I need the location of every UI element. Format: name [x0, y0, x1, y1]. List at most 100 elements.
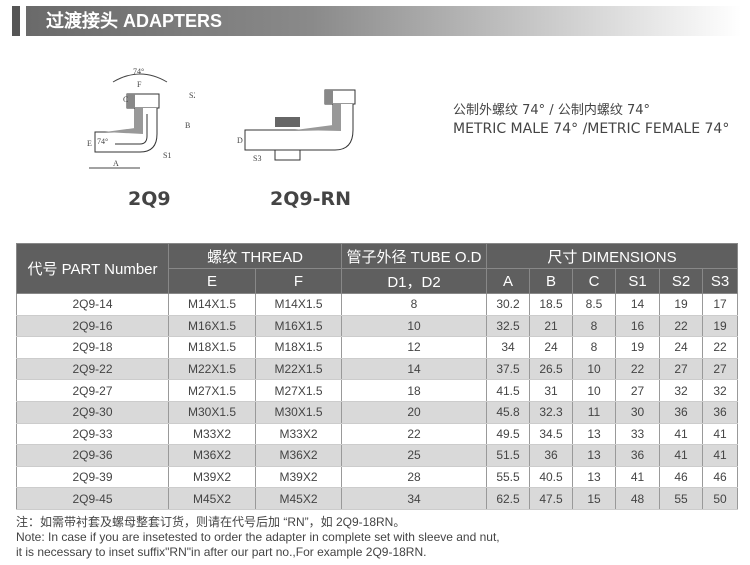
table-cell: 21 — [529, 315, 573, 338]
svg-text:74°: 74° — [133, 67, 144, 76]
table-cell: M39X2 — [168, 466, 256, 489]
table-row: 2Q9-30 M30X1.5 M30X1.5 20 45.8 32.3 11 30 36 36 — [16, 401, 738, 424]
table-cell: 2Q9-30 — [16, 401, 169, 424]
table-cell: M36X2 — [168, 444, 256, 467]
table-cell: 19 — [615, 336, 660, 359]
table-cell: 28 — [341, 466, 487, 489]
table-cell: 41 — [702, 423, 738, 446]
table-cell: 32 — [659, 379, 703, 402]
subheader-cell: F — [255, 268, 342, 294]
table-row: 2Q9-45 M45X2 M45X2 34 62.5 47.5 15 48 55 50 — [16, 487, 738, 510]
table-cell: 36 — [702, 401, 738, 424]
header-part-number: 代号 PART Number — [16, 243, 169, 294]
table-cell: 46 — [659, 466, 703, 489]
table-cell: 32.3 — [529, 401, 573, 424]
table-cell: 49.5 — [486, 423, 530, 446]
header-dimensions: 尺寸 DIMENSIONS — [486, 243, 738, 269]
table-row: 2Q9-22 M22X1.5 M22X1.5 14 37.5 26.5 10 22 27 27 — [16, 358, 738, 381]
model-label-2q9-rn: 2Q9-RN — [270, 188, 352, 210]
table-cell: 50 — [702, 487, 738, 510]
table-cell: 41 — [702, 444, 738, 467]
description-cn: 公制外螺纹 74° / 公制内螺纹 74° — [453, 103, 650, 118]
subheader-cell: C — [572, 268, 616, 294]
table-cell: 12 — [341, 336, 487, 359]
table-cell: M27X1.5 — [255, 379, 342, 402]
table-cell: 24 — [529, 336, 573, 359]
table-cell: M16X1.5 — [255, 315, 342, 338]
description-en: METRIC MALE 74° /METRIC FEMALE 74° — [453, 121, 730, 137]
table-cell: 27 — [659, 358, 703, 381]
table-cell: 8.5 — [572, 293, 616, 316]
table-cell: 40.5 — [529, 466, 573, 489]
table-row: 2Q9-39 M39X2 M39X2 28 55.5 40.5 13 41 46 46 — [16, 466, 738, 489]
table-cell: 2Q9-14 — [16, 293, 169, 316]
table-cell: M22X1.5 — [255, 358, 342, 381]
table-cell: 19 — [659, 293, 703, 316]
table-cell: 27 — [702, 358, 738, 381]
table-cell: 15 — [572, 487, 616, 510]
table-cell: 32.5 — [486, 315, 530, 338]
table-cell: 41 — [659, 423, 703, 446]
table-cell: 33 — [615, 423, 660, 446]
table-cell: 32 — [702, 379, 738, 402]
subheader-cell: S2 — [659, 268, 703, 294]
svg-text:F: F — [137, 80, 142, 89]
table-cell: M36X2 — [255, 444, 342, 467]
table-cell: M33X2 — [168, 423, 256, 446]
subheader-cell: E — [168, 268, 256, 294]
table-cell: 36 — [659, 401, 703, 424]
table-cell: M27X1.5 — [168, 379, 256, 402]
svg-text:S1: S1 — [163, 151, 171, 160]
table-cell: 30 — [615, 401, 660, 424]
order-note: 注：如需带衬套及螺母整套订货，则请在代号后加 “RN”，如 2Q9-18RN。 … — [16, 515, 500, 560]
table-cell: 22 — [615, 358, 660, 381]
table-cell: 18.5 — [529, 293, 573, 316]
note-cn: 注：如需带衬套及螺母整套订货，则请在代号后加 “RN”，如 2Q9-18RN。 — [16, 515, 406, 529]
2q9-rn-drawing: D S3 — [237, 89, 356, 163]
table-cell: 10 — [572, 379, 616, 402]
svg-text:B: B — [185, 121, 190, 130]
table-cell: M18X1.5 — [255, 336, 342, 359]
svg-text:E: E — [87, 139, 92, 148]
dimensions-table: 代号 PART Number 螺纹 THREAD 管子外径 TUBE O.D 尺… — [16, 243, 738, 510]
header-accent — [12, 6, 20, 36]
table-cell: M30X1.5 — [168, 401, 256, 424]
description: 公制外螺纹 74° / 公制内螺纹 74° METRIC MALE 74° /M… — [453, 101, 729, 139]
table-cell: 22 — [659, 315, 703, 338]
table-cell: 2Q9-36 — [16, 444, 169, 467]
table-cell: 10 — [341, 315, 487, 338]
table-cell: 8 — [572, 315, 616, 338]
table-cell: M14X1.5 — [168, 293, 256, 316]
table-cell: 36 — [529, 444, 573, 467]
table-cell: 34 — [486, 336, 530, 359]
table-cell: 18 — [341, 379, 487, 402]
table-cell: 31 — [529, 379, 573, 402]
table-cell: 46 — [702, 466, 738, 489]
table-cell: M18X1.5 — [168, 336, 256, 359]
subheader-cell: A — [486, 268, 530, 294]
table-cell: 30.2 — [486, 293, 530, 316]
table-cell: 16 — [615, 315, 660, 338]
note-en-1: Note: In case if you are insetested to o… — [16, 530, 500, 544]
table-cell: 2Q9-45 — [16, 487, 169, 510]
table-cell: 22 — [702, 336, 738, 359]
table-cell: 13 — [572, 444, 616, 467]
table-cell: 13 — [572, 466, 616, 489]
table-cell: M45X2 — [168, 487, 256, 510]
table-cell: 24 — [659, 336, 703, 359]
table-cell: 14 — [615, 293, 660, 316]
table-row: 2Q9-16 M16X1.5 M16X1.5 10 32.5 21 8 16 22 19 — [16, 315, 738, 338]
table-cell: M45X2 — [255, 487, 342, 510]
table-cell: 2Q9-33 — [16, 423, 169, 446]
table-cell: 27 — [615, 379, 660, 402]
table-cell: 2Q9-39 — [16, 466, 169, 489]
subheader-cell: B — [529, 268, 573, 294]
subheader-cell: S1 — [615, 268, 660, 294]
table-cell: 20 — [341, 401, 487, 424]
table-row: 2Q9-36 M36X2 M36X2 25 51.5 36 13 36 41 41 — [16, 444, 738, 467]
table-cell: 55.5 — [486, 466, 530, 489]
table-cell: 41.5 — [486, 379, 530, 402]
table-cell: 19 — [702, 315, 738, 338]
table-cell: 8 — [572, 336, 616, 359]
table-cell: 51.5 — [486, 444, 530, 467]
